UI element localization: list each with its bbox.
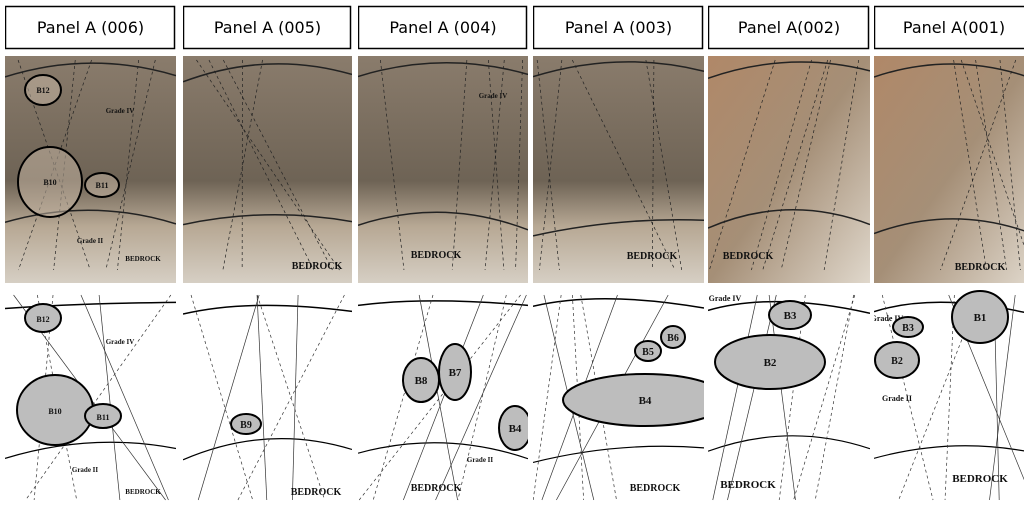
photo xyxy=(708,56,870,283)
panel: Panel A(002) BEDROCK Grade IV B3 B2 BEDROCK xyxy=(708,7,870,507)
sketch xyxy=(358,288,528,506)
sketch-label: B5 xyxy=(642,347,654,358)
sketch-label: Grade II xyxy=(72,466,99,474)
photo xyxy=(183,56,352,283)
photo-label: B12 xyxy=(36,86,49,95)
sketch-label: BEDROCK xyxy=(720,479,776,491)
panel: Panel A (006) B12 Grade IV B10 B11 Grade II BE… xyxy=(5,7,176,507)
sketch-label: B3 xyxy=(784,310,797,322)
panel: Panel A (004) Grade IV BEDROCK B8 B7 B4 Grade … xyxy=(358,7,531,507)
sketch-label: B3 xyxy=(902,323,914,334)
panel-title: Panel A (004) xyxy=(389,18,496,37)
photo-label: BEDROCK xyxy=(125,255,161,263)
sketch-label: B7 xyxy=(449,367,462,379)
sketch-label: B1 xyxy=(974,312,987,324)
sketch-label: BEDROCK xyxy=(952,473,1008,485)
sketch-label: B2 xyxy=(891,356,903,367)
sketch-label: B9 xyxy=(240,420,252,431)
figure: Panel A (006) B12 Grade IV B10 B11 Grade II BE… xyxy=(0,0,1024,508)
sketch xyxy=(183,288,352,506)
panel-title: Panel A (005) xyxy=(214,18,321,37)
photo-label: Grade IV xyxy=(106,107,135,115)
page: {"panels": [ {"title": "Panel A (006)", … xyxy=(0,0,1024,508)
sketch-label: Grade IV xyxy=(709,294,742,303)
panel: Panel A (005) BEDROCK B9 BEDROCK xyxy=(183,7,352,507)
sketch-label: BEDROCK xyxy=(411,483,462,494)
sketch-label: Grade II xyxy=(467,456,494,464)
sketch-label: BEDROCK xyxy=(125,488,161,496)
photo-label: BEDROCK xyxy=(723,251,774,262)
sketch-label: B10 xyxy=(48,407,61,416)
panel-title: Panel A(002) xyxy=(738,18,840,37)
photo-label: B10 xyxy=(43,178,56,187)
sketch-label: BEDROCK xyxy=(291,487,342,498)
sketch-label: B11 xyxy=(97,413,110,422)
photo-label: Grade II xyxy=(77,237,104,245)
photo xyxy=(874,56,1024,283)
photo-label: B11 xyxy=(96,181,109,190)
sketch-label: BEDROCK xyxy=(630,483,681,494)
photo-label: BEDROCK xyxy=(955,262,1006,273)
sketch-label: B4 xyxy=(509,423,522,435)
panel-title: Panel A (006) xyxy=(37,18,144,37)
sketch-label: B2 xyxy=(764,357,777,369)
sketch-label: B6 xyxy=(667,333,679,344)
sketch-label: Grade IV xyxy=(106,338,135,346)
sketch-label: B12 xyxy=(36,315,49,324)
panel: Panel A (003) BEDROCK B5 B6 B4 BEDROCK xyxy=(533,7,727,507)
photo-label: BEDROCK xyxy=(411,250,462,261)
panel-title: Panel A(001) xyxy=(903,18,1005,37)
sketch-label: B4 xyxy=(639,395,652,407)
sketch-label: Grade II xyxy=(882,394,912,403)
photo-label: Grade IV xyxy=(479,92,508,100)
sketch-label: B8 xyxy=(415,375,428,387)
panel-title: Panel A (003) xyxy=(565,18,672,37)
photo-label: BEDROCK xyxy=(292,261,343,272)
panel: Panel A(001)BEDROCKGrade IVB3B1B2Grade I… xyxy=(871,7,1024,507)
photo-label: BEDROCK xyxy=(627,251,678,262)
